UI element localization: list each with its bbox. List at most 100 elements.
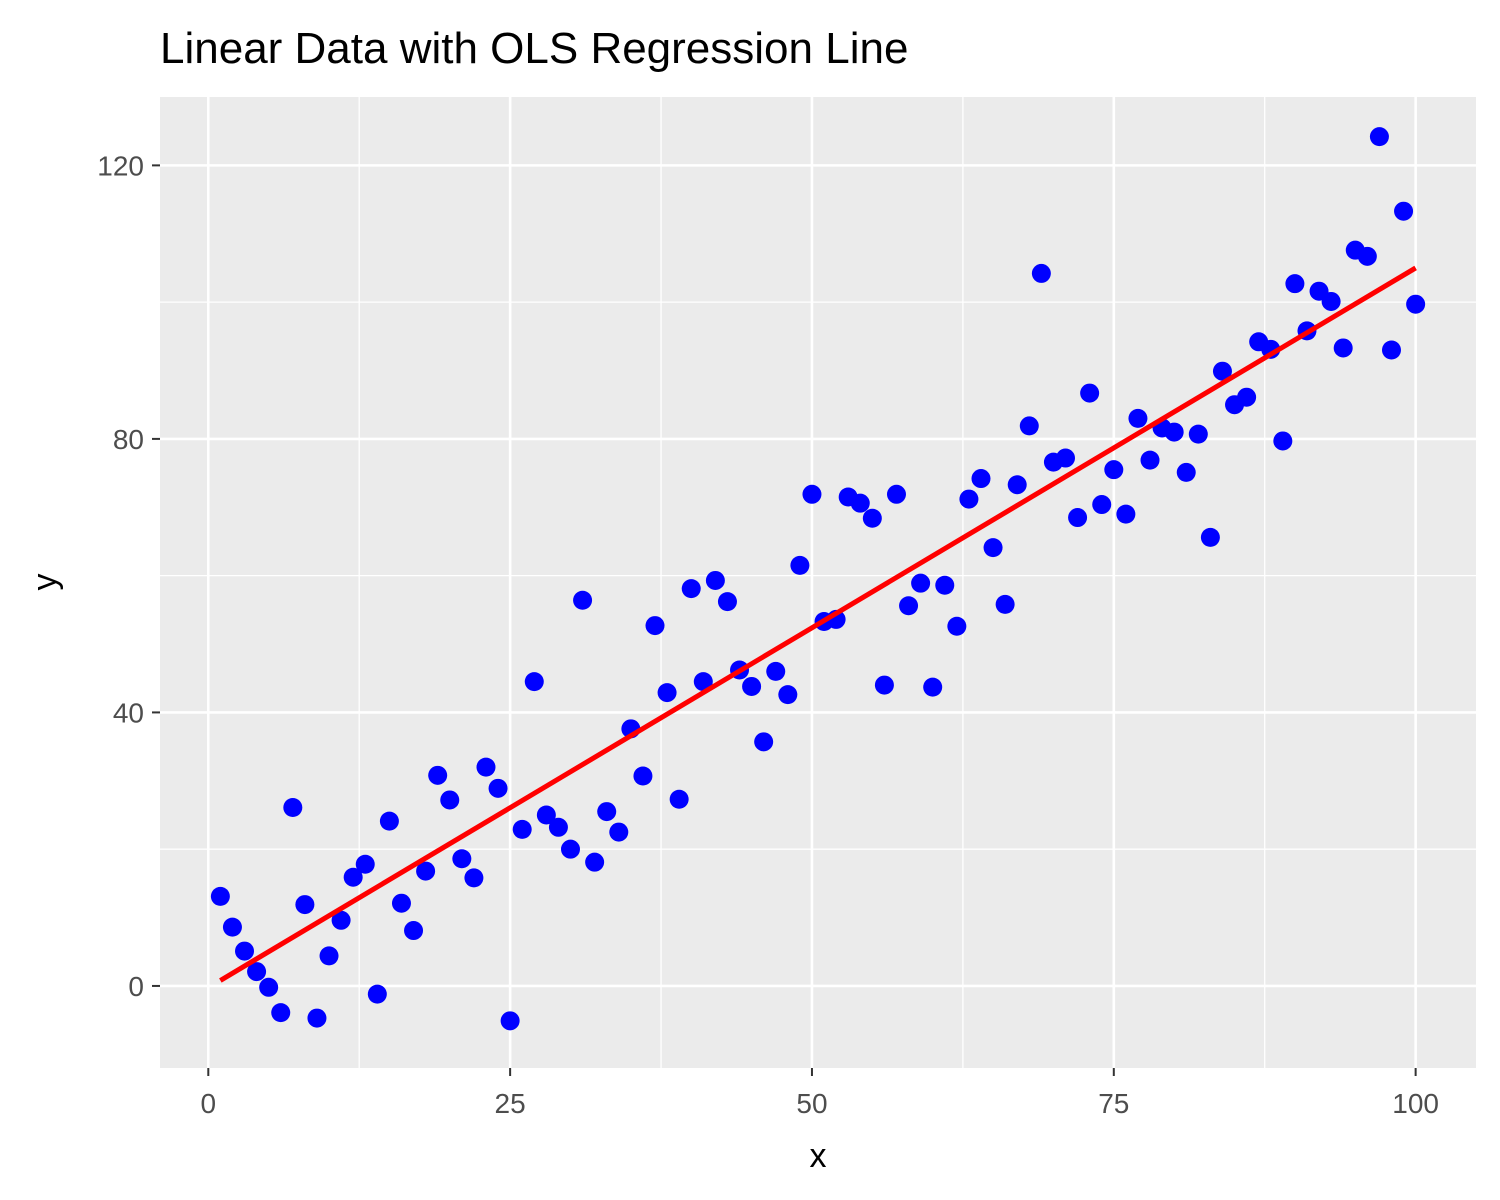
data-point — [1164, 422, 1184, 442]
data-point — [597, 802, 617, 822]
y-tick-label: 120 — [97, 150, 144, 181]
grid-minor — [160, 97, 1476, 1068]
data-point — [536, 805, 556, 825]
y-tick-label: 40 — [113, 697, 144, 728]
data-point — [367, 984, 387, 1004]
data-point — [754, 732, 774, 752]
data-point — [452, 849, 472, 869]
data-point — [464, 868, 484, 888]
data-point — [1237, 387, 1257, 407]
x-tick-label: 25 — [495, 1088, 526, 1119]
data-point — [271, 1003, 291, 1023]
data-point — [669, 789, 689, 809]
data-point — [247, 962, 267, 982]
data-point — [1092, 495, 1112, 515]
data-point — [404, 921, 424, 941]
data-point — [259, 977, 279, 997]
y-axis: 0 40 80 120 — [97, 150, 160, 1002]
x-tick-label: 50 — [796, 1088, 827, 1119]
y-tick-label: 0 — [128, 971, 144, 1002]
y-axis-title: y — [26, 574, 64, 591]
data-point — [609, 822, 629, 842]
data-point — [1031, 263, 1051, 283]
data-point — [331, 910, 351, 930]
data-point — [1140, 450, 1160, 470]
data-point — [1369, 127, 1389, 147]
data-point — [790, 555, 810, 575]
data-point — [585, 852, 605, 872]
data-point — [1357, 246, 1377, 266]
data-point — [1128, 408, 1148, 428]
data-point — [548, 817, 568, 837]
data-point — [1188, 424, 1208, 444]
data-point — [911, 573, 931, 593]
data-point — [983, 538, 1003, 558]
data-point — [1273, 431, 1293, 451]
data-point — [1394, 201, 1414, 221]
data-point — [1406, 294, 1426, 314]
data-point — [1056, 448, 1076, 468]
data-point — [1007, 475, 1027, 495]
data-point — [947, 616, 967, 636]
data-point — [778, 685, 798, 705]
data-point — [210, 886, 230, 906]
data-point — [1212, 361, 1232, 381]
data-point — [1176, 462, 1196, 482]
data-point — [391, 893, 411, 913]
data-point — [283, 797, 303, 817]
data-point — [971, 469, 991, 489]
data-point — [766, 661, 786, 681]
data-point — [573, 590, 593, 610]
data-point — [923, 677, 943, 697]
data-point — [717, 592, 737, 612]
regression-line — [219, 265, 1417, 983]
data-point — [633, 766, 653, 786]
data-point — [1068, 508, 1088, 528]
data-point — [1080, 383, 1100, 403]
x-axis: 0 25 50 75 100 — [201, 1068, 1439, 1119]
data-point — [802, 484, 822, 504]
data-point — [1333, 338, 1353, 358]
data-point — [705, 570, 725, 590]
x-tick-label: 0 — [201, 1088, 217, 1119]
data-point — [995, 594, 1015, 614]
chart-title: Linear Data with OLS Regression Line — [160, 24, 908, 73]
data-point — [681, 579, 701, 599]
data-point — [416, 861, 436, 881]
data-point — [1116, 504, 1136, 524]
data-point — [874, 675, 894, 695]
grid-major — [160, 97, 1476, 1068]
data-point — [1019, 416, 1039, 436]
data-point — [235, 941, 255, 961]
data-point — [742, 676, 762, 696]
data-point — [886, 484, 906, 504]
x-axis-title: x — [810, 1137, 827, 1175]
data-point — [1381, 340, 1401, 360]
data-point — [1200, 527, 1220, 547]
data-point — [1104, 460, 1124, 480]
data-point — [319, 946, 339, 966]
data-point — [440, 790, 460, 810]
data-point — [560, 839, 580, 859]
data-point — [935, 575, 955, 595]
data-point — [1321, 291, 1341, 311]
data-points — [210, 127, 1426, 1031]
data-point — [500, 1011, 520, 1031]
data-point — [862, 508, 882, 528]
data-point — [1285, 274, 1305, 294]
data-point — [512, 819, 532, 839]
data-point — [899, 596, 919, 616]
data-point — [657, 683, 677, 703]
plot-panel — [160, 97, 1476, 1068]
data-point — [959, 489, 979, 509]
data-point — [524, 672, 544, 692]
data-point — [379, 811, 399, 831]
y-tick-label: 80 — [113, 424, 144, 455]
data-point — [693, 672, 713, 692]
data-point — [488, 778, 508, 798]
data-point — [222, 917, 242, 937]
data-point — [850, 493, 870, 513]
data-point — [307, 1008, 327, 1028]
data-point — [645, 616, 665, 636]
